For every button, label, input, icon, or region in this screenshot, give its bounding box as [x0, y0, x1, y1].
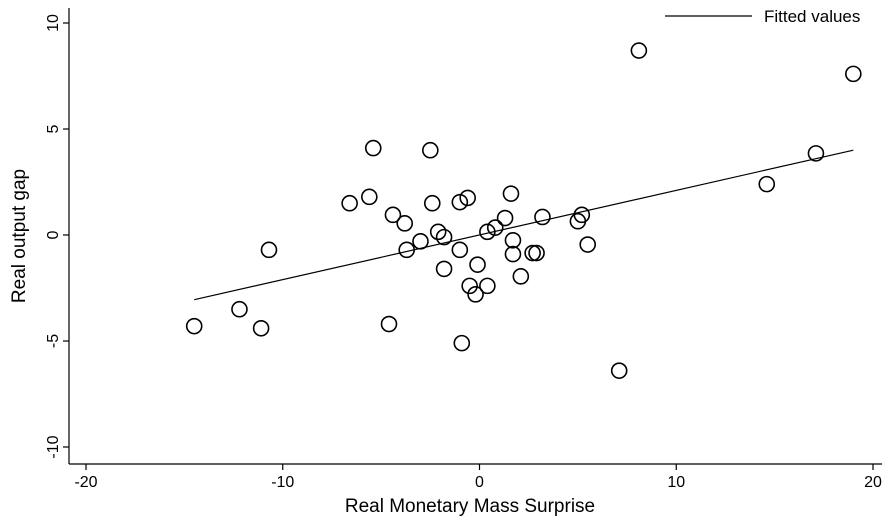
- data-point: [380, 315, 398, 333]
- data-point: [459, 189, 476, 207]
- x-tick-label: 0: [475, 474, 484, 491]
- data-point: [504, 232, 522, 249]
- x-tick-label: -10: [271, 474, 294, 491]
- data-point: [451, 241, 469, 259]
- data-point: [423, 194, 441, 212]
- y-tick-label: 5: [45, 124, 62, 133]
- legend-label-fitted-values: Fitted values: [764, 7, 860, 26]
- data-point: [361, 188, 378, 206]
- data-point: [461, 277, 478, 295]
- data-point: [807, 145, 825, 162]
- data-point: [486, 219, 504, 236]
- data-point: [429, 223, 447, 241]
- axes: [68, 8, 882, 465]
- data-point: [435, 260, 453, 278]
- legend: Fitted values: [665, 7, 860, 26]
- data-point: [534, 208, 551, 226]
- data-point: [524, 244, 541, 262]
- x-tick-label: 10: [667, 474, 685, 491]
- data-point: [252, 319, 270, 337]
- y-tick-label: -5: [45, 334, 62, 348]
- x-tick-label: -20: [74, 474, 97, 491]
- data-point: [512, 268, 530, 285]
- data-point: [610, 362, 628, 379]
- data-point: [398, 241, 416, 259]
- data-point: [758, 175, 776, 193]
- data-point: [185, 317, 203, 335]
- data-point: [341, 194, 358, 212]
- ticks: -20 -10 0 10 20 -10 -5 0 5 10: [45, 14, 882, 491]
- y-tick-label: -10: [45, 435, 62, 458]
- data-point: [453, 334, 471, 352]
- data-point: [496, 209, 514, 227]
- y-axis-title: Real output gap: [9, 169, 30, 303]
- data-point: [451, 193, 469, 211]
- data-point: [504, 245, 522, 263]
- points-layer: [185, 42, 862, 379]
- data-point: [467, 286, 484, 303]
- x-tick-label: 20: [864, 474, 882, 491]
- data-point: [502, 185, 520, 202]
- data-point: [384, 206, 402, 224]
- data-point: [630, 42, 648, 59]
- data-point: [579, 236, 597, 253]
- fitted-line-layer: [194, 149, 854, 301]
- data-point: [412, 233, 429, 250]
- data-point: [573, 206, 591, 224]
- data-point: [845, 65, 862, 83]
- fitted-values-line: [194, 149, 854, 301]
- data-point: [422, 141, 439, 159]
- data-point: [260, 241, 278, 259]
- data-point: [435, 228, 453, 246]
- x-axis-title: Real Monetary Mass Surprise: [345, 496, 595, 517]
- data-point: [396, 215, 414, 232]
- data-point: [364, 139, 382, 157]
- data-point: [528, 244, 545, 262]
- data-point: [479, 223, 496, 241]
- data-point: [231, 300, 248, 318]
- data-point: [479, 277, 496, 295]
- y-tick-label: 0: [45, 230, 62, 239]
- data-point: [469, 256, 486, 273]
- y-tick-label: 10: [45, 14, 62, 32]
